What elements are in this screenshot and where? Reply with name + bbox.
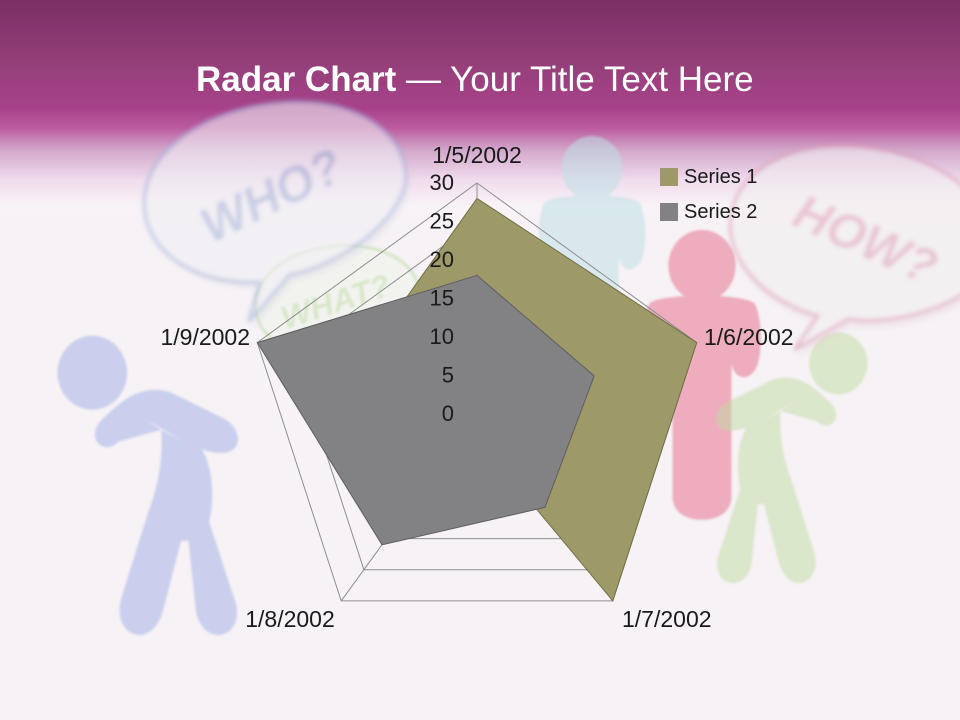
- svg-text:25: 25: [430, 209, 454, 234]
- svg-text:10: 10: [430, 324, 454, 349]
- svg-text:Series 1: Series 1: [684, 166, 757, 188]
- svg-text:1/6/2002: 1/6/2002: [704, 324, 794, 350]
- svg-text:Series 2: Series 2: [684, 201, 757, 223]
- svg-text:1/7/2002: 1/7/2002: [622, 606, 712, 632]
- svg-text:1/9/2002: 1/9/2002: [160, 324, 250, 350]
- svg-text:1/8/2002: 1/8/2002: [245, 606, 335, 632]
- svg-text:1/5/2002: 1/5/2002: [432, 142, 522, 168]
- svg-text:5: 5: [442, 363, 454, 388]
- svg-text:0: 0: [442, 401, 454, 426]
- svg-text:30: 30: [430, 170, 454, 195]
- svg-text:15: 15: [430, 286, 454, 311]
- svg-text:20: 20: [430, 247, 454, 272]
